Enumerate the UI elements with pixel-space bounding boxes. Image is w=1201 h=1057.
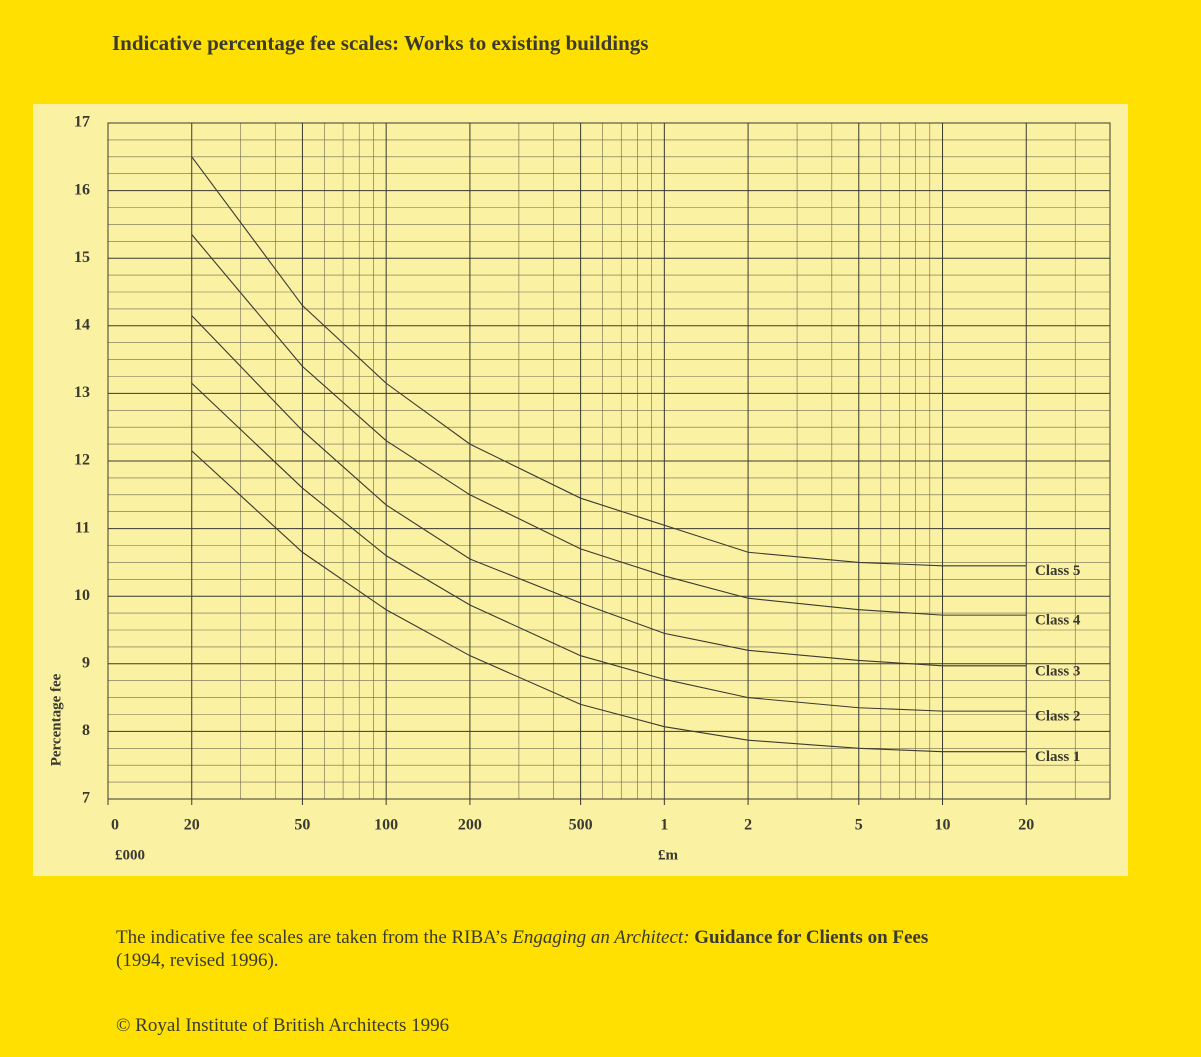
x-tick-label: 50 [294, 817, 310, 834]
y-tick-label: 10 [74, 587, 90, 604]
footnote-italic: Engaging an Architect: [512, 927, 690, 948]
x-tick-label: 2 [744, 817, 752, 834]
chart-title: Indicative percentage fee scales: Works … [112, 31, 648, 55]
y-tick-label: 12 [74, 452, 90, 469]
footnote-bold: Guidance for Clients on Fees [689, 927, 929, 948]
x-tick-label: 0 [111, 817, 119, 834]
x-tick-label: 20 [1018, 817, 1034, 834]
y-tick-label: 17 [74, 114, 90, 131]
series-label: Class 3 [1035, 663, 1080, 679]
y-tick-label: 16 [74, 181, 90, 198]
series-line [191, 315, 1027, 667]
copyright: © Royal Institute of British Architects … [116, 1015, 450, 1036]
series-label: Class 5 [1035, 563, 1080, 579]
footnote-text: The indicative fee scales are taken from… [116, 927, 513, 948]
y-tick-label: 8 [82, 722, 90, 739]
series-label: Class 2 [1035, 709, 1080, 725]
x-unit-label: £m [658, 847, 679, 863]
footnote: The indicative fee scales are taken from… [116, 926, 928, 972]
series-line [191, 156, 1027, 567]
x-unit-label: £000 [115, 847, 145, 863]
x-tick-label: 10 [935, 817, 951, 834]
y-tick-label: 15 [74, 249, 90, 266]
y-tick-label: 13 [74, 384, 90, 401]
x-tick-label: 5 [855, 817, 863, 834]
y-tick-label: 14 [74, 316, 90, 333]
series-line [191, 382, 1027, 712]
series-label: Class 1 [1035, 749, 1080, 765]
y-axis-label: Percentage fee [48, 673, 64, 766]
y-tick-label: 9 [82, 654, 90, 671]
series-line [191, 450, 1027, 753]
y-tick-label: 11 [75, 519, 90, 536]
plot-frame [107, 122, 1111, 800]
chart: Indicative percentage fee scales: Works … [33, 31, 1128, 876]
series-line [191, 234, 1027, 616]
x-tick-label: 500 [569, 817, 593, 834]
x-tick-label: 100 [374, 817, 398, 834]
x-tick-label: 20 [184, 817, 200, 834]
y-tick-label: 7 [82, 790, 90, 807]
x-tick-label: 200 [458, 817, 482, 834]
x-tick-label: 1 [660, 817, 668, 834]
footnote-text: (1994, revised 1996). [116, 950, 279, 971]
series-label: Class 4 [1035, 613, 1081, 629]
